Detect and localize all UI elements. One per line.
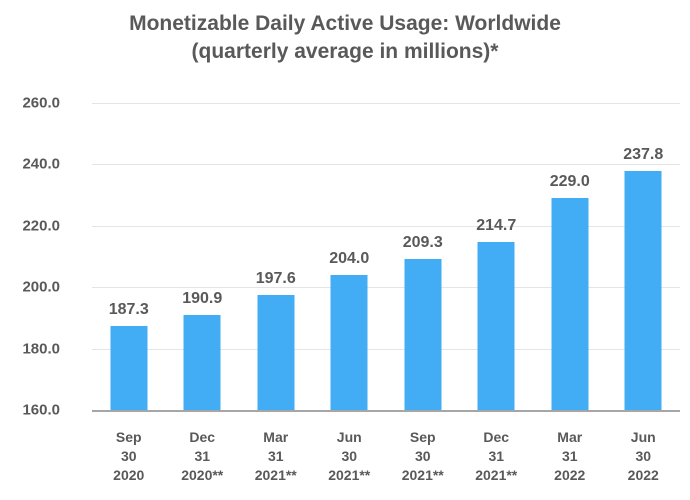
y-tick-label: 180.0 — [22, 340, 60, 358]
bar — [404, 258, 442, 410]
x-axis-line — [92, 410, 680, 412]
bar — [624, 171, 662, 410]
x-tick-label-line: Dec — [483, 429, 510, 445]
x-tick-label-line: Jun — [630, 429, 656, 445]
bar — [330, 274, 368, 410]
y-tick-label: 240.0 — [22, 155, 60, 173]
x-tick-label-line: Sep — [409, 429, 436, 445]
x-tick-label: Dec 31 2020** — [166, 428, 240, 485]
x-tick-label-line: Mar — [263, 429, 289, 445]
x-tick-label: Jun 30 2021** — [313, 428, 387, 485]
x-tick-label: Sep 30 2020 — [92, 428, 166, 485]
x-tick-label-line: Jun — [336, 429, 362, 445]
y-tick-label: 200.0 — [22, 278, 60, 296]
x-tick-label-line: 31 — [488, 448, 505, 464]
x-tick-label-line: 31 — [561, 448, 578, 464]
x-tick-label: Jun 30 2022 — [607, 428, 681, 485]
x-tick-label-line: 2021** — [475, 467, 518, 483]
bar-column: 197.6 — [239, 103, 313, 410]
bar — [551, 198, 589, 410]
x-tick-label-line: 30 — [414, 448, 431, 464]
x-tick-label: Sep 30 2021** — [386, 428, 460, 485]
chart-title: Monetizable Daily Active Usage: Worldwid… — [0, 10, 690, 66]
bar-column: 209.3 — [386, 103, 460, 410]
x-tick-label-line: 30 — [341, 448, 358, 464]
x-tick-label: Mar 31 2021** — [239, 428, 313, 485]
bar — [110, 326, 148, 410]
x-tick-label: Dec 31 2021** — [460, 428, 534, 485]
x-tick-label-line: 30 — [635, 448, 652, 464]
x-tick-label-line: 2020** — [181, 467, 224, 483]
x-tick-label-line: Mar — [557, 429, 583, 445]
bar-value-label: 204.0 — [329, 249, 370, 267]
bar-column: 190.9 — [166, 103, 240, 410]
bar-value-label: 229.0 — [549, 173, 590, 191]
bar-value-label: 237.8 — [623, 146, 664, 164]
x-tick-label-line: Dec — [189, 429, 216, 445]
bar — [183, 315, 221, 410]
bar-column: 187.3 — [92, 103, 166, 410]
y-tick-label: 220.0 — [22, 217, 60, 235]
x-tick-label-line: 2022 — [554, 467, 586, 483]
y-tick-label: 160.0 — [22, 401, 60, 419]
chart-title-line1: Monetizable Daily Active Usage: Worldwid… — [129, 12, 561, 35]
x-axis-labels: Sep 30 2020 Dec 31 2020** Mar 31 2021** Jun 30 2021… — [92, 428, 680, 485]
x-tick-label-line: 30 — [120, 448, 137, 464]
plot-area: 260.0 240.0 220.0 200.0 180.0 160.0 187.3 190.9… — [22, 95, 681, 419]
x-tick-label-line: 31 — [267, 448, 284, 464]
x-tick-label-line: 2022 — [627, 467, 659, 483]
bar — [257, 294, 295, 410]
chart-title-line2: (quarterly average in millions)* — [191, 40, 499, 63]
x-tick-label-line: 2021** — [254, 467, 297, 483]
x-tick-label-line: Sep — [115, 429, 142, 445]
gridline — [92, 287, 680, 289]
bar-column: 204.0 — [313, 103, 387, 410]
bar-column: 237.8 — [607, 103, 681, 410]
bar-value-label: 187.3 — [108, 301, 149, 319]
bar-column: 214.7 — [460, 103, 534, 410]
x-tick-label-line: 2020 — [113, 467, 145, 483]
y-tick-label: 260.0 — [22, 94, 60, 112]
bar-value-label: 190.9 — [182, 290, 223, 308]
x-tick-label-line: 31 — [194, 448, 211, 464]
x-tick-label-line: 2021** — [401, 467, 444, 483]
gridline — [92, 164, 680, 166]
bar-column: 229.0 — [533, 103, 607, 410]
x-tick-label-line: 2021** — [328, 467, 371, 483]
gridline — [92, 103, 680, 104]
gridline — [92, 225, 680, 227]
gridline — [92, 348, 680, 350]
bar — [477, 242, 515, 410]
x-tick-label: Mar 31 2022 — [533, 428, 607, 485]
bar-value-label: 197.6 — [255, 269, 296, 287]
bar-value-label: 209.3 — [402, 233, 443, 251]
bar-value-label: 214.7 — [476, 217, 517, 235]
